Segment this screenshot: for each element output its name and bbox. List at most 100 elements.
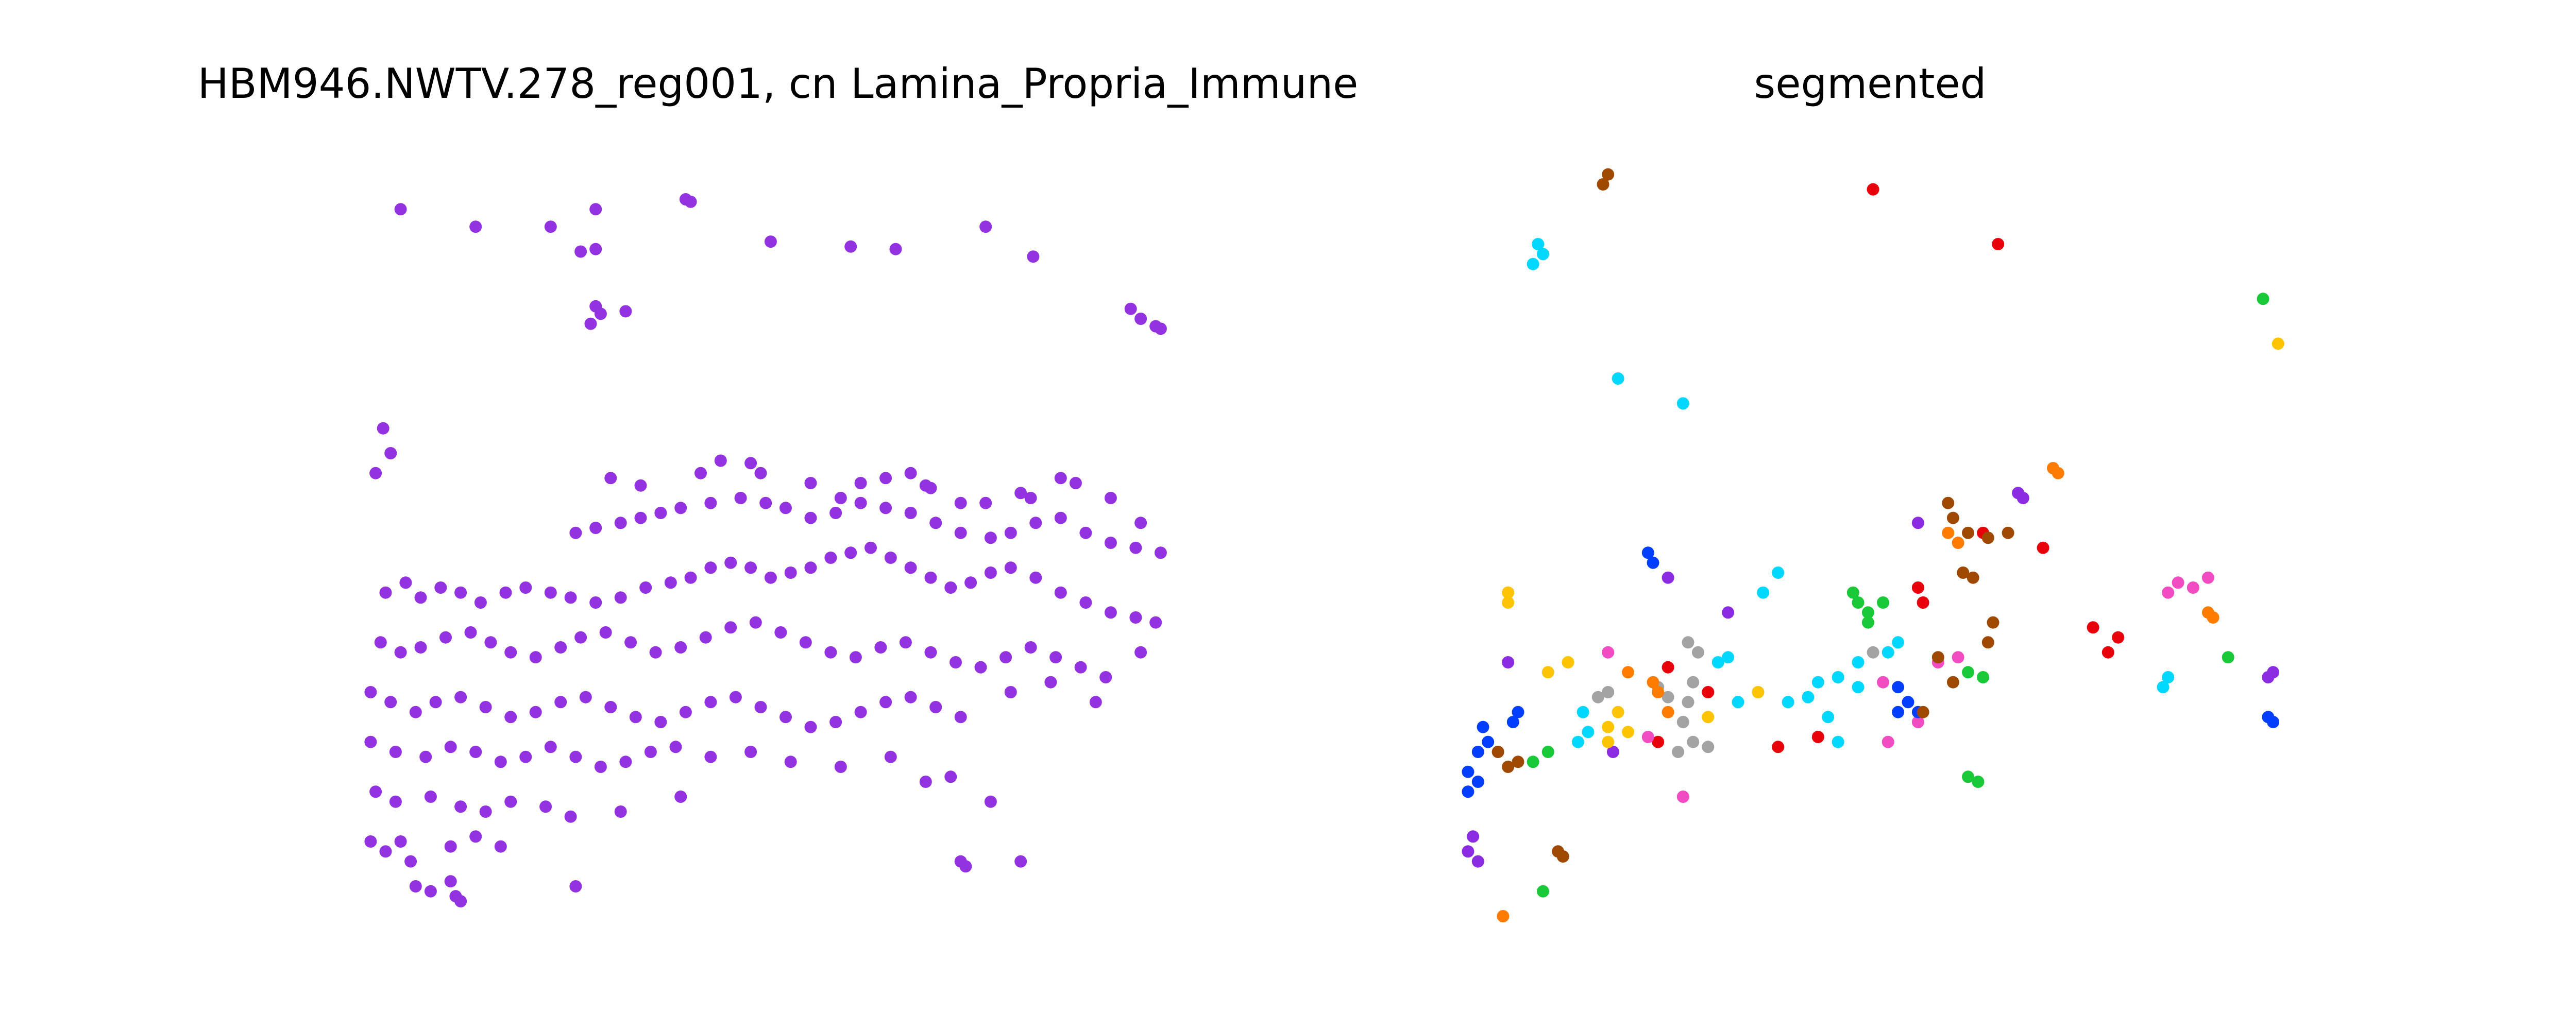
scatter-point-0-0-194 [564, 810, 577, 823]
scatter-point-0-0-202 [444, 840, 457, 853]
scatter-point-0-0-184 [884, 750, 897, 763]
scatter-point-0-0-168 [389, 746, 402, 758]
scatter-point-1-9-6 [1647, 676, 1659, 689]
scatter-point-1-2-4 [1602, 646, 1615, 659]
scatter-point-1-4-21 [1852, 656, 1865, 668]
scatter-point-0-0-205 [409, 880, 422, 892]
scatter-point-0-0-80 [589, 596, 602, 609]
scatter-point-0-0-28 [744, 457, 757, 470]
scatter-point-0-0-207 [444, 875, 457, 888]
scatter-point-1-6-7 [1462, 765, 1475, 778]
scatter-point-0-0-161 [904, 691, 917, 703]
scatter-point-1-4-25 [1722, 651, 1735, 664]
scatter-point-0-0-51 [704, 496, 717, 509]
scatter-point-0-0-148 [579, 691, 592, 703]
scatter-point-0-0-157 [804, 720, 817, 733]
scatter-point-1-6-8 [1471, 776, 1484, 788]
scatter-point-1-0-0 [1867, 183, 1879, 196]
scatter-point-0-0-183 [834, 761, 847, 773]
scatter-point-0-0-209 [454, 895, 467, 907]
scatter-point-1-7-6 [1682, 696, 1694, 709]
scatter-point-1-7-5 [1687, 676, 1700, 689]
scatter-point-0-0-0 [394, 203, 407, 216]
scatter-point-1-4-12 [1732, 696, 1744, 709]
scatter-point-0-0-212 [959, 860, 972, 873]
scatter-point-1-2-11 [1952, 651, 1964, 664]
scatter-point-0-0-158 [829, 716, 842, 728]
scatter-point-1-2-6 [1676, 791, 1689, 803]
scatter-point-1-2-8 [1882, 735, 1894, 748]
scatter-point-1-1-11 [1471, 855, 1484, 868]
scatter-point-1-5-4 [1562, 656, 1574, 668]
scatter-point-1-0-6 [2112, 631, 2125, 644]
scatter-point-1-5-6 [1612, 706, 1624, 718]
scatter-point-0-0-43 [1104, 492, 1117, 504]
scatter-point-1-7-9 [1672, 746, 1685, 758]
scatter-point-0-0-140 [384, 696, 397, 709]
scatter-point-0-0-98 [964, 576, 977, 589]
scatter-point-1-8-7 [1957, 566, 1970, 579]
scatter-point-0-0-27 [714, 454, 727, 467]
scatter-point-0-0-186 [944, 770, 957, 783]
scatter-point-0-0-107 [374, 636, 387, 649]
scatter-point-0-0-92 [844, 546, 857, 559]
scatter-point-0-0-75 [474, 596, 487, 609]
scatter-point-0-0-126 [824, 646, 837, 659]
scatter-point-0-0-87 [744, 561, 757, 574]
scatter-point-0-0-163 [954, 711, 967, 724]
scatter-point-1-6-4 [1477, 720, 1489, 733]
scatter-point-0-0-29 [754, 467, 767, 479]
scatter-point-0-0-190 [454, 800, 467, 813]
scatter-point-1-8-2 [1942, 496, 1955, 509]
scatter-point-1-5-2 [1502, 596, 1515, 609]
scatter-point-1-4-1 [1537, 248, 1549, 261]
scatter-point-1-4-20 [1832, 735, 1844, 748]
scatter-point-1-0-5 [2102, 646, 2114, 659]
scatter-point-1-8-18 [1981, 636, 1994, 649]
scatter-point-0-0-127 [849, 651, 862, 664]
scatter-point-1-2-5 [1641, 731, 1654, 743]
scatter-point-0-0-6 [574, 245, 587, 258]
scatter-point-0-0-204 [494, 840, 507, 853]
scatter-point-0-0-20 [1124, 302, 1137, 315]
scatter-point-1-8-0 [1597, 178, 1609, 191]
scatter-point-0-0-193 [539, 800, 552, 813]
scatter-point-1-6-9 [1462, 785, 1475, 798]
scatter-point-0-0-103 [1079, 596, 1092, 609]
scatter-point-1-7-0 [1591, 691, 1604, 703]
scatter-point-0-0-2 [544, 220, 557, 233]
scatter-point-0-0-44 [1134, 517, 1147, 529]
scatter-point-0-0-131 [950, 656, 962, 668]
scatter-point-0-0-196 [674, 791, 687, 803]
scatter-point-0-0-37 [954, 496, 967, 509]
scatter-point-0-0-162 [929, 701, 942, 713]
scatter-point-0-0-192 [504, 795, 517, 808]
scatter-point-1-3-8 [1977, 671, 1990, 683]
scatter-point-1-3-5 [1861, 616, 1874, 629]
scatter-point-0-0-125 [799, 636, 812, 649]
scatter-point-1-6-0 [1641, 546, 1654, 559]
scatter-point-1-8-10 [1946, 676, 1959, 689]
scatter-point-1-6-10 [1892, 681, 1905, 694]
scatter-point-0-0-141 [409, 706, 422, 718]
scatter-point-0-0-41 [1054, 472, 1067, 485]
scatter-point-1-3-11 [1962, 770, 1974, 783]
scatter-point-0-0-129 [899, 636, 912, 649]
scatter-point-1-0-7 [1662, 661, 1674, 674]
scatter-point-1-3-9 [1527, 756, 1539, 768]
scatter-point-0-0-16 [619, 305, 632, 318]
scatter-point-0-0-159 [854, 706, 867, 718]
scatter-point-1-5-7 [1622, 726, 1634, 739]
scatter-point-0-0-73 [434, 581, 447, 594]
scatter-point-1-2-0 [2172, 576, 2184, 589]
scatter-point-0-0-58 [879, 502, 892, 514]
scatter-point-1-5-1 [1502, 586, 1515, 599]
scatter-point-1-5-3 [1541, 666, 1554, 679]
scatter-point-0-0-118 [624, 636, 637, 649]
scatter-point-0-0-213 [1014, 855, 1027, 868]
scatter-point-1-3-0 [2257, 293, 2269, 305]
scatter-point-1-5-9 [1702, 711, 1715, 724]
scatter-point-0-0-76 [499, 586, 512, 599]
scatter-point-0-0-178 [644, 746, 657, 758]
scatter-point-1-4-7 [2162, 671, 2175, 683]
